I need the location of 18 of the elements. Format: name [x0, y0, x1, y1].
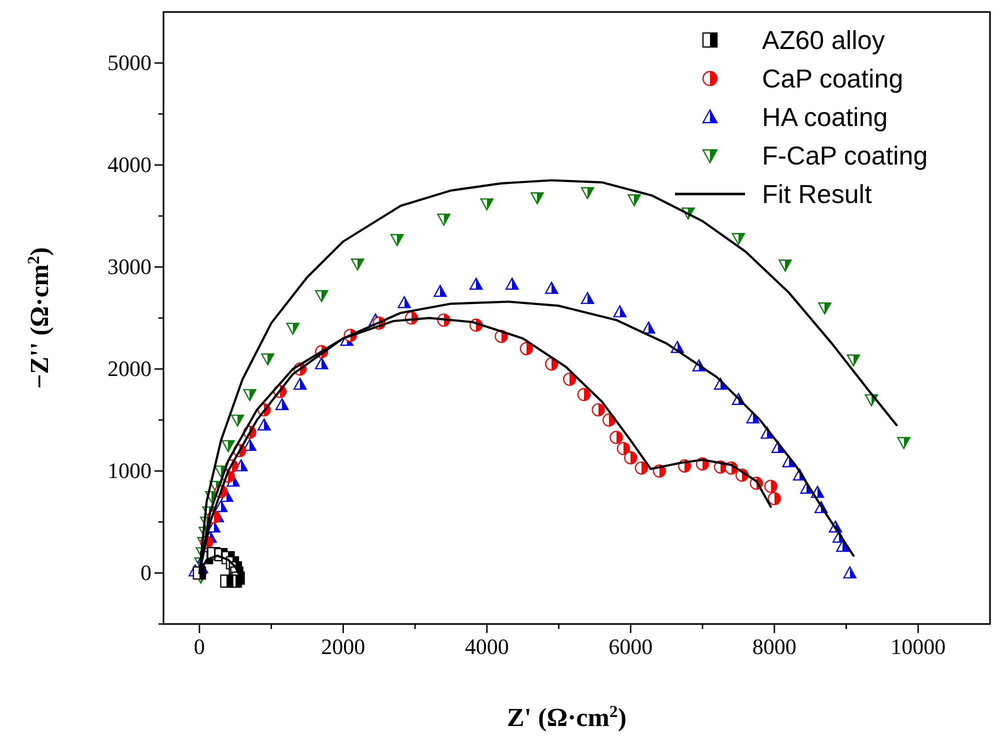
- y-tick-label: 5000: [108, 50, 152, 75]
- legend-label: AZ60 alloy: [762, 25, 885, 55]
- y-tick-label: 1000: [108, 458, 152, 483]
- x-tick-label: 2000: [321, 634, 366, 659]
- y-tick-label: 0: [140, 560, 152, 585]
- legend-label: F-CaP coating: [762, 140, 928, 170]
- y-tick-label: 2000: [108, 356, 152, 381]
- legend-label: HA coating: [762, 102, 888, 132]
- y-tick-label: 3000: [108, 254, 152, 279]
- y-tick-label: 4000: [108, 152, 152, 177]
- legend-label: Fit Result: [762, 179, 873, 209]
- x-tick-label: 6000: [608, 634, 653, 659]
- x-tick-label: 4000: [464, 634, 509, 659]
- x-tick-label: 0: [194, 634, 205, 659]
- x-axis-title: Z' (Ω·cm$^{2}$): [506, 702, 627, 732]
- x-tick-label: 10000: [890, 634, 946, 659]
- legend-label: CaP coating: [762, 64, 904, 94]
- x-tick-label: 8000: [752, 634, 796, 659]
